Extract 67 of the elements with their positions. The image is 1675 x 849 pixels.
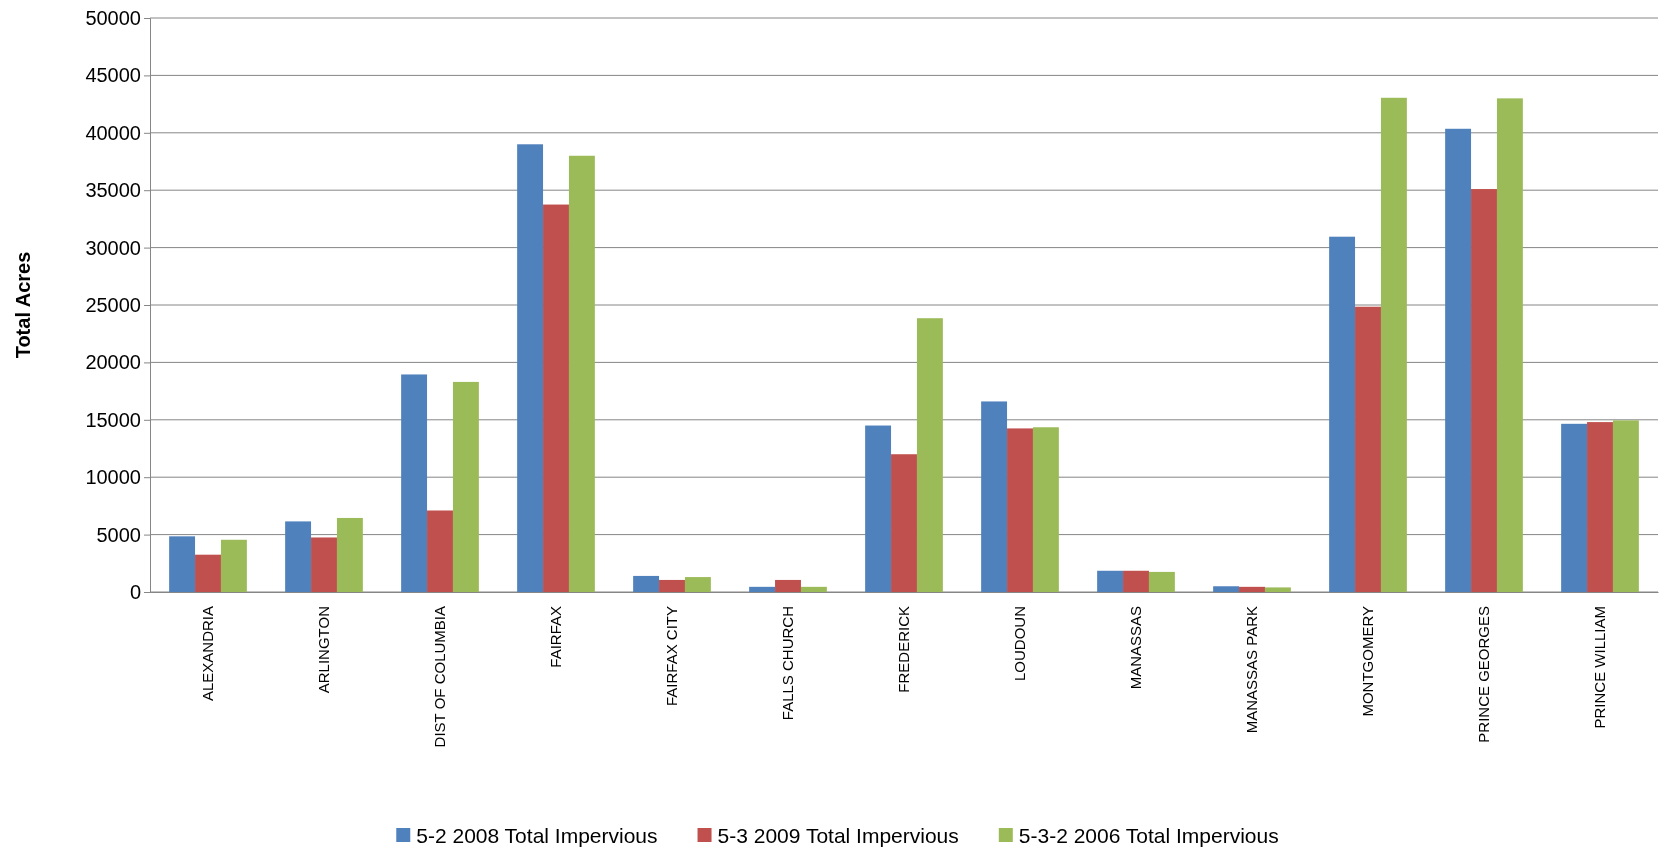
bar — [568, 155, 595, 592]
bar — [1329, 236, 1356, 592]
x-tick-label: FAIRFAX — [547, 606, 565, 668]
bar — [1264, 587, 1291, 592]
bar — [311, 537, 337, 592]
x-tick-label: FREDERICK — [895, 606, 913, 693]
y-tick-label: 0 — [129, 580, 141, 603]
x-tick-label: LOUDOUN — [1011, 606, 1029, 682]
y-tick-label: 15000 — [85, 408, 141, 431]
bar — [1097, 570, 1124, 592]
bar — [1007, 428, 1033, 592]
bar — [749, 586, 776, 592]
bar — [1032, 427, 1059, 592]
x-tick-label: MANASSAS — [1127, 606, 1145, 690]
bar — [543, 204, 569, 592]
x-tick-label: FALLS CHURCH — [779, 606, 797, 721]
bar — [1496, 98, 1523, 592]
legend-label: 5-2 2008 Total Impervious — [416, 824, 658, 848]
bar — [1355, 306, 1381, 592]
bar — [336, 517, 363, 592]
y-axis-title: Total Acres — [12, 251, 34, 359]
legend-label: 5-3 2009 Total Impervious — [717, 824, 959, 848]
bar — [1123, 570, 1149, 592]
x-tick-label: MONTGOMERY — [1359, 606, 1377, 717]
bar — [891, 454, 917, 592]
x-tick-label: ALEXANDRIA — [199, 606, 217, 702]
bar — [169, 536, 196, 592]
bar — [1148, 571, 1175, 592]
bar — [285, 521, 312, 592]
bar — [1561, 423, 1588, 592]
x-tick-label: PRINCE WILLIAM — [1591, 606, 1609, 729]
bar — [1612, 420, 1639, 592]
bar — [659, 579, 685, 592]
x-tick-label: DIST OF COLUMBIA — [431, 606, 449, 748]
y-tick-label: 40000 — [85, 121, 141, 144]
y-tick-label: 45000 — [85, 64, 141, 87]
x-tick-label: MANASSAS PARK — [1243, 606, 1261, 734]
bar — [427, 510, 453, 592]
bar — [1445, 128, 1472, 592]
bar — [1471, 189, 1497, 592]
y-tick-label: 10000 — [85, 466, 141, 489]
bar — [1587, 422, 1613, 592]
bar — [684, 577, 711, 592]
x-tick-label: FAIRFAX CITY — [663, 606, 681, 707]
x-tick-label: ARLINGTON — [315, 606, 333, 694]
x-tick-label: PRINCE GEORGES — [1475, 606, 1493, 743]
y-tick-label: 30000 — [85, 236, 141, 259]
bar — [517, 144, 544, 592]
y-tick-label: 35000 — [85, 179, 141, 202]
y-tick-label: 50000 — [85, 6, 141, 29]
bar — [1213, 586, 1240, 592]
bar — [916, 318, 943, 592]
bar — [195, 554, 221, 592]
bar — [865, 425, 892, 592]
bar — [1380, 97, 1407, 592]
bar — [775, 579, 801, 592]
y-tick-label: 20000 — [85, 351, 141, 374]
bar — [633, 575, 660, 592]
y-tick-label: 5000 — [96, 523, 141, 546]
legend-label: 5-3-2 2006 Total Impervious — [1018, 824, 1279, 848]
bar — [220, 539, 247, 592]
bar — [452, 381, 479, 592]
bar — [401, 374, 428, 592]
bar — [800, 586, 827, 592]
y-tick-label: 25000 — [85, 293, 141, 316]
bar — [1239, 586, 1265, 592]
bar — [981, 401, 1008, 592]
